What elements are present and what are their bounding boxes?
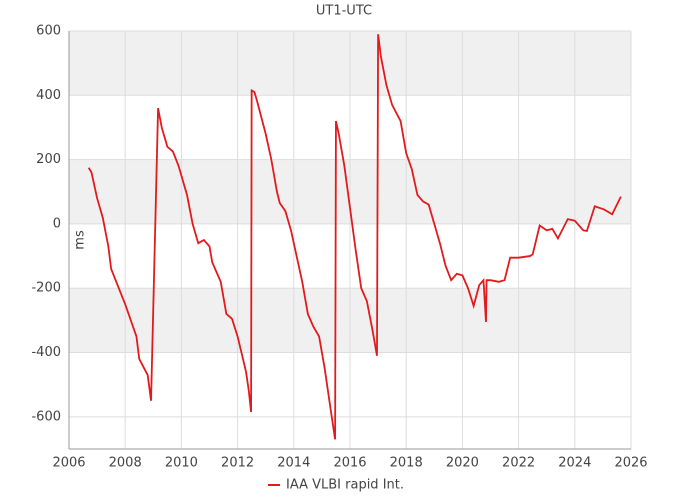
x-tick-label: 2020 [446,456,479,471]
x-tick-label: 2016 [333,456,366,471]
y-tick-label: 200 [36,152,61,167]
y-tick-label: 600 [36,24,61,39]
x-tick-label: 2024 [558,456,591,471]
x-tick-label: 2006 [52,456,85,471]
y-tick-label: -400 [31,345,61,360]
x-tick-label: 2014 [277,456,310,471]
x-tick-label: 2022 [502,456,535,471]
data-line [87,34,622,440]
y-tick-label: -200 [31,281,61,296]
y-tick-label: 0 [53,216,61,231]
x-tick-label: 2008 [109,456,142,471]
y-axis-label: ms [73,230,88,250]
x-tick-label: 2018 [390,456,423,471]
legend-label: IAA VLBI rapid Int. [286,478,404,493]
x-tick-label: 2012 [221,456,254,471]
y-tick-label: -600 [31,409,61,424]
x-tick-label: 2026 [614,456,647,471]
x-tick-label: 2010 [165,456,198,471]
y-tick-label: 400 [36,88,61,103]
chart-title: UT1-UTC [316,4,372,19]
